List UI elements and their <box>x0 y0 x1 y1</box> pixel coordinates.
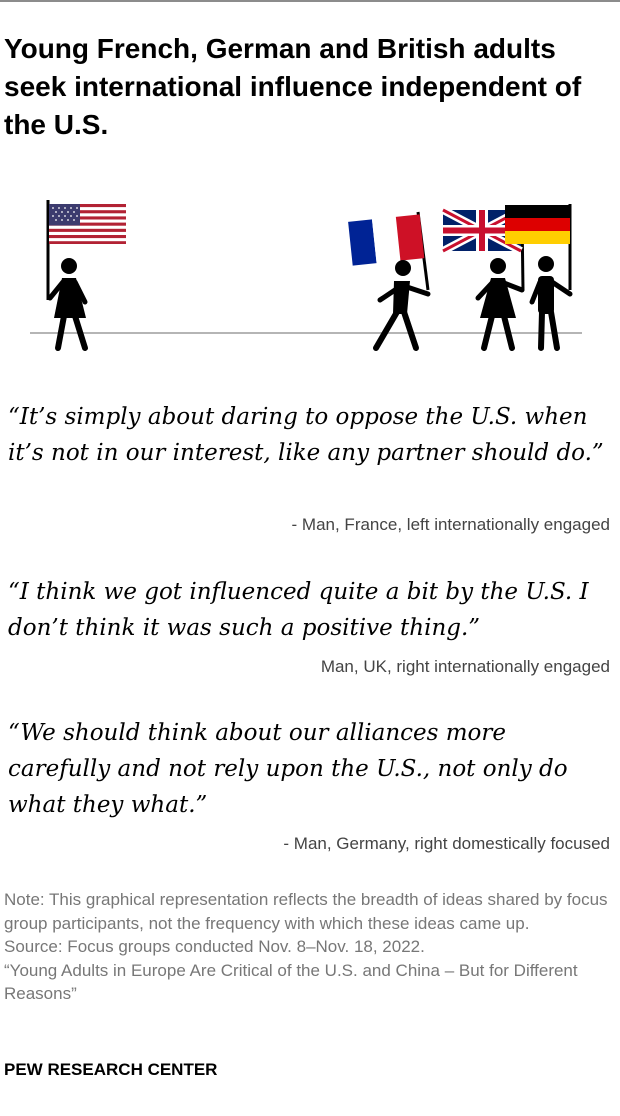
brand-logo: PEW RESEARCH CENTER <box>4 1060 218 1079</box>
source-text: Source: Focus groups conducted Nov. 8–No… <box>4 937 425 956</box>
person-icon <box>529 256 573 351</box>
top-rule <box>0 0 620 2</box>
france-flag-icon <box>348 211 430 291</box>
report-link[interactable]: “Young Adults in Europe Are Critical of … <box>4 960 578 1004</box>
attribution-germany: - Man, Germany, right domestically focus… <box>283 834 610 853</box>
germany-flag-icon <box>505 204 572 290</box>
footnotes: Note: This graphical representation refl… <box>4 888 614 1006</box>
flag-bearers-illustration <box>30 200 582 351</box>
note-text: Note: This graphical representation refl… <box>4 890 608 933</box>
quote-germany: “We should think about our alliances mor… <box>8 720 568 818</box>
page-title: Young French, German and British adults … <box>4 33 582 140</box>
attribution-uk: Man, UK, right internationally engaged <box>320 657 610 676</box>
person-icon <box>373 260 431 351</box>
person-icon <box>47 258 88 351</box>
attribution-france: - Man, France, left internationally enga… <box>291 515 610 534</box>
person-icon <box>475 258 525 351</box>
us-flag-icon <box>46 200 126 300</box>
quote-uk: “I think we got influenced quite a bit b… <box>8 579 589 641</box>
quote-france: “It’s simply about daring to oppose the … <box>8 404 604 466</box>
